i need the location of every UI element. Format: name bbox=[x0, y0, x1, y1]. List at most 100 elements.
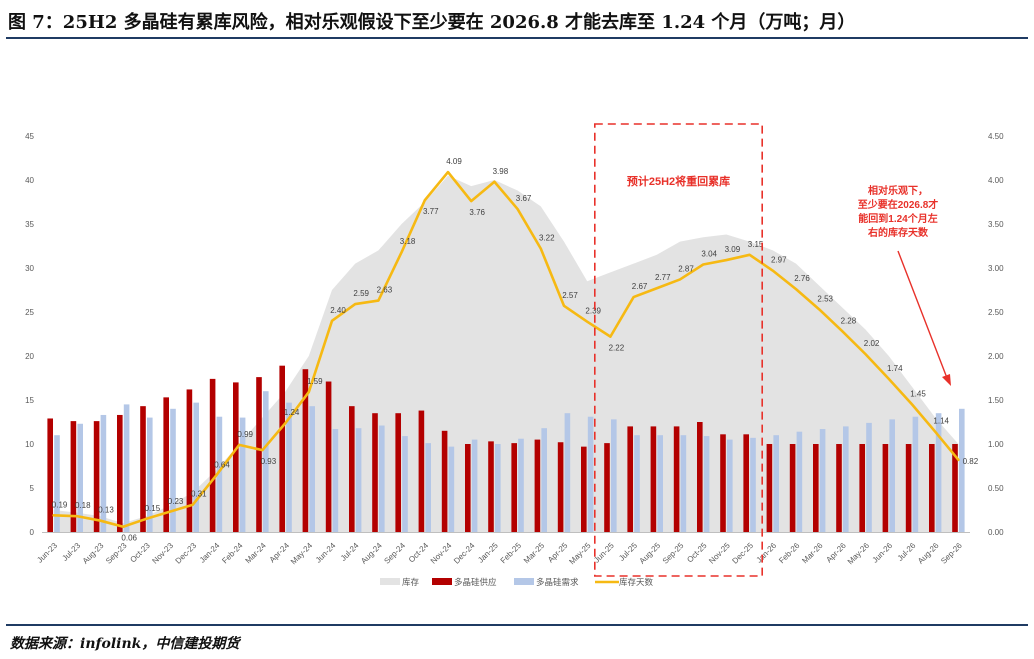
note-line: 相对乐观下， bbox=[868, 184, 928, 197]
supply-bar bbox=[511, 443, 517, 532]
days-data-label: 0.06 bbox=[121, 534, 137, 543]
left-tick-label: 30 bbox=[25, 264, 34, 273]
left-tick-label: 15 bbox=[25, 396, 34, 405]
right-tick-label: 4.50 bbox=[988, 132, 1004, 141]
x-tick-label: Sep-25 bbox=[661, 541, 686, 566]
right-tick-label: 2.50 bbox=[988, 308, 1004, 317]
days-data-label: 2.40 bbox=[330, 306, 346, 315]
days-data-label: 3.04 bbox=[701, 249, 717, 258]
x-tick-label: Apr-26 bbox=[824, 541, 848, 565]
days-line bbox=[52, 170, 960, 529]
demand-bar bbox=[425, 443, 431, 532]
days-data-label: 0.23 bbox=[168, 497, 184, 506]
source-note: 数据来源：infolink，中信建投期货 bbox=[10, 636, 240, 652]
legend-swatch-supply bbox=[432, 578, 452, 585]
demand-bar bbox=[750, 437, 756, 532]
supply-bar bbox=[557, 442, 564, 532]
demand-bar bbox=[518, 438, 524, 532]
supply-bar bbox=[488, 441, 494, 532]
line-labels-layer: 0.19 0.18 0.13 0.06 0.15 0.23 0.31 0.64 0.99 0.93… bbox=[52, 157, 979, 543]
right-tick-label: 4.00 bbox=[988, 176, 1004, 185]
demand-bar bbox=[355, 428, 362, 532]
demand-bar bbox=[541, 428, 547, 532]
x-tick-label: Apr-25 bbox=[546, 541, 570, 565]
days-data-label: 1.74 bbox=[887, 364, 903, 373]
days-data-label: 1.59 bbox=[307, 377, 323, 386]
legend-swatch-demand bbox=[514, 578, 534, 585]
supply-bar bbox=[47, 418, 53, 532]
supply-bar bbox=[279, 365, 285, 532]
supply-bar bbox=[372, 413, 378, 532]
days-data-label: 0.64 bbox=[214, 461, 230, 470]
legend-swatch-inventory bbox=[380, 578, 400, 585]
days-data-label: 3.76 bbox=[469, 208, 485, 217]
x-tick-label: Oct-24 bbox=[407, 541, 431, 565]
supply-bar bbox=[882, 444, 889, 532]
days-data-label: 2.02 bbox=[864, 339, 880, 348]
x-tick-label: Aug-24 bbox=[359, 541, 384, 566]
demand-bar bbox=[866, 422, 872, 532]
x-tick-label: Jun-26 bbox=[871, 541, 895, 565]
x-tick-label: May-26 bbox=[846, 541, 872, 567]
supply-bar bbox=[163, 397, 169, 532]
note-line: 右的库存天数 bbox=[867, 226, 929, 239]
supply-bar bbox=[186, 389, 193, 532]
right-tick-label: 0.50 bbox=[988, 484, 1004, 493]
left-tick-label: 35 bbox=[25, 220, 34, 229]
x-tick-label: Jan-26 bbox=[755, 541, 779, 565]
supply-bar bbox=[349, 406, 355, 532]
left-tick-label: 5 bbox=[30, 484, 35, 493]
demand-bar bbox=[634, 435, 640, 532]
days-data-label: 4.09 bbox=[446, 157, 462, 166]
demand-bar bbox=[239, 417, 246, 532]
x-tick-label: Dec-25 bbox=[730, 541, 755, 566]
right-tick-label: 3.00 bbox=[988, 264, 1004, 273]
days-data-label: 3.67 bbox=[516, 194, 532, 203]
days-data-label: 0.99 bbox=[237, 430, 253, 439]
supply-bar bbox=[905, 444, 912, 532]
supply-bar bbox=[859, 444, 865, 532]
x-tick-label: Nov-23 bbox=[150, 541, 175, 566]
left-tick-label: 25 bbox=[25, 308, 34, 317]
demand-bar bbox=[193, 402, 199, 532]
days-data-label: 3.09 bbox=[725, 245, 741, 254]
x-tick-label: Aug-26 bbox=[916, 541, 941, 566]
x-tick-label: Feb-24 bbox=[220, 541, 245, 566]
x-tick-label: May-24 bbox=[289, 541, 315, 567]
x-tick-label: Jul-24 bbox=[339, 541, 361, 563]
supply-bar bbox=[140, 406, 146, 532]
days-data-label: 2.67 bbox=[632, 282, 648, 291]
supply-bar bbox=[209, 378, 216, 532]
left-tick-label: 45 bbox=[25, 132, 34, 141]
days-data-label: 3.98 bbox=[493, 167, 509, 176]
demand-bar bbox=[773, 435, 779, 532]
x-tick-label: Feb-26 bbox=[777, 541, 802, 566]
days-data-label: 2.76 bbox=[794, 274, 810, 283]
supply-bar bbox=[70, 421, 77, 532]
days-data-label: 3.15 bbox=[748, 240, 764, 249]
supply-bar bbox=[673, 426, 680, 532]
demand-bar bbox=[147, 417, 153, 532]
x-tick-label: Oct-23 bbox=[128, 541, 152, 565]
x-tick-label: Nov-24 bbox=[429, 541, 454, 566]
demand-bar bbox=[935, 413, 942, 532]
x-tick-label: Aug-25 bbox=[638, 541, 663, 566]
days-data-label: 3.22 bbox=[539, 234, 555, 243]
supply-bar bbox=[534, 439, 541, 532]
days-data-label: 2.97 bbox=[771, 256, 787, 265]
supply-bar bbox=[465, 444, 471, 532]
x-tick-label: Mar-24 bbox=[244, 541, 269, 566]
demand-bar bbox=[54, 435, 60, 532]
demand-bar bbox=[286, 402, 292, 532]
demand-bar bbox=[819, 429, 826, 532]
demand-bar bbox=[680, 435, 687, 532]
days-data-label: 2.77 bbox=[655, 273, 671, 282]
legend-layer: 库存 多晶硅供应 多晶硅需求 库存天数 bbox=[380, 577, 654, 587]
demand-bar bbox=[587, 416, 594, 532]
demand-bar bbox=[123, 404, 130, 532]
days-data-label: 0.93 bbox=[261, 457, 277, 466]
days-data-label: 1.24 bbox=[284, 408, 300, 417]
demand-bar bbox=[843, 426, 849, 532]
right-tick-label: 2.00 bbox=[988, 352, 1004, 361]
days-data-label: 0.13 bbox=[98, 506, 114, 515]
